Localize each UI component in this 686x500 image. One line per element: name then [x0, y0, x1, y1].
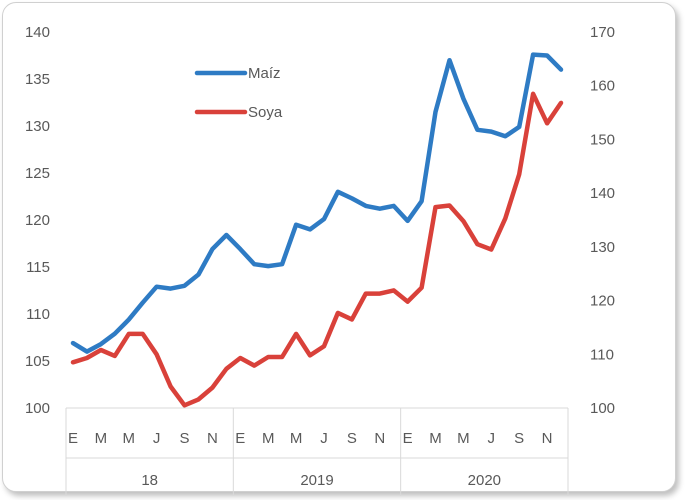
month-tick-label: M	[429, 430, 442, 447]
month-tick-label: M	[290, 430, 303, 447]
legend-label: Maíz	[248, 65, 281, 82]
left-tick-label: 100	[25, 400, 50, 417]
month-tick-label: E	[68, 430, 78, 447]
month-tick-label: S	[514, 430, 524, 447]
month-tick-label: S	[347, 430, 357, 447]
month-tick-label: M	[457, 430, 470, 447]
series-line-soya	[70, 91, 564, 408]
month-tick-label: N	[542, 430, 553, 447]
right-tick-label: 150	[590, 131, 615, 148]
left-tick-label: 135	[25, 71, 50, 88]
legend-label: Soya	[248, 104, 283, 121]
left-tick-label: 130	[25, 118, 50, 135]
right-tick-label: 110	[590, 346, 614, 363]
chart-frame	[2, 2, 676, 492]
right-tick-label: 100	[590, 400, 615, 417]
month-tick-label: J	[320, 430, 328, 447]
left-tick-label: 120	[25, 212, 50, 229]
right-tick-label: 130	[590, 239, 615, 256]
month-tick-label: N	[207, 430, 218, 447]
right-tick-label: 160	[590, 78, 615, 95]
month-tick-label: J	[488, 430, 496, 447]
month-tick-label: E	[403, 430, 413, 447]
year-label: 2020	[468, 472, 501, 489]
left-tick-label: 110	[26, 306, 50, 323]
month-tick-label: M	[123, 430, 136, 447]
month-tick-label: M	[262, 430, 275, 447]
right-tick-label: 140	[590, 185, 615, 202]
left-tick-label: 125	[25, 165, 50, 182]
left-tick-label: 140	[25, 24, 50, 41]
right-tick-label: 170	[590, 24, 615, 41]
month-tick-label: J	[153, 430, 161, 447]
left-tick-label: 115	[26, 259, 50, 276]
year-label: 2019	[300, 472, 333, 489]
month-tick-label: M	[95, 430, 108, 447]
right-tick-label: 120	[590, 293, 615, 310]
month-tick-label: E	[235, 430, 245, 447]
month-tick-label: N	[374, 430, 385, 447]
month-tick-label: S	[180, 430, 190, 447]
year-label: 18	[141, 472, 158, 489]
left-tick-label: 105	[25, 353, 50, 370]
series-line-maz	[70, 52, 564, 354]
